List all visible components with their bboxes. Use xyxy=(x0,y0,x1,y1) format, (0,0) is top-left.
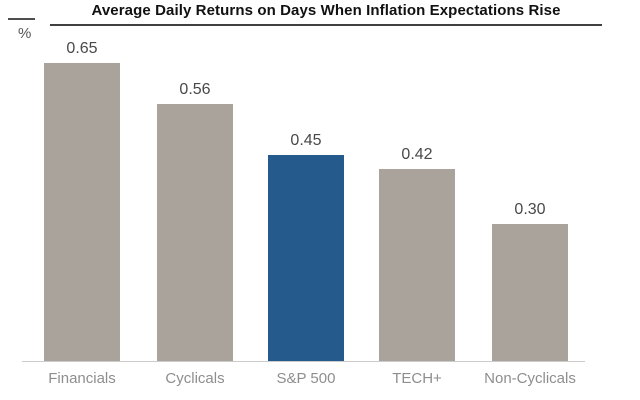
bar-value-label-financials: 0.65 xyxy=(66,40,98,57)
bar-value-label-s-p-500: 0.45 xyxy=(290,132,322,149)
bar-non-cyclicals xyxy=(492,224,568,362)
bar-cyclicals xyxy=(157,104,233,362)
chart-header: Average Daily Returns on Days When Infla… xyxy=(50,2,602,26)
category-label-cyclicals: Cyclicals xyxy=(165,370,225,387)
category-label-tech: TECH+ xyxy=(392,370,442,387)
chart-title: Average Daily Returns on Days When Infla… xyxy=(91,2,561,19)
bar-value-label-tech: 0.42 xyxy=(401,146,433,163)
bar-tech xyxy=(379,169,455,362)
y-axis-unit-label: % xyxy=(18,25,32,42)
category-label-financials: Financials xyxy=(48,370,116,387)
bar-value-label-cyclicals: 0.56 xyxy=(179,81,211,98)
category-label-non-cyclicals: Non-Cyclicals xyxy=(484,370,576,387)
x-axis-line xyxy=(22,361,585,362)
category-label-s-p-500: S&P 500 xyxy=(276,370,336,387)
unit-label-rule xyxy=(8,18,35,20)
bar-s-p-500 xyxy=(268,155,344,362)
bar-value-label-non-cyclicals: 0.30 xyxy=(514,201,546,218)
bar-financials xyxy=(44,63,120,362)
